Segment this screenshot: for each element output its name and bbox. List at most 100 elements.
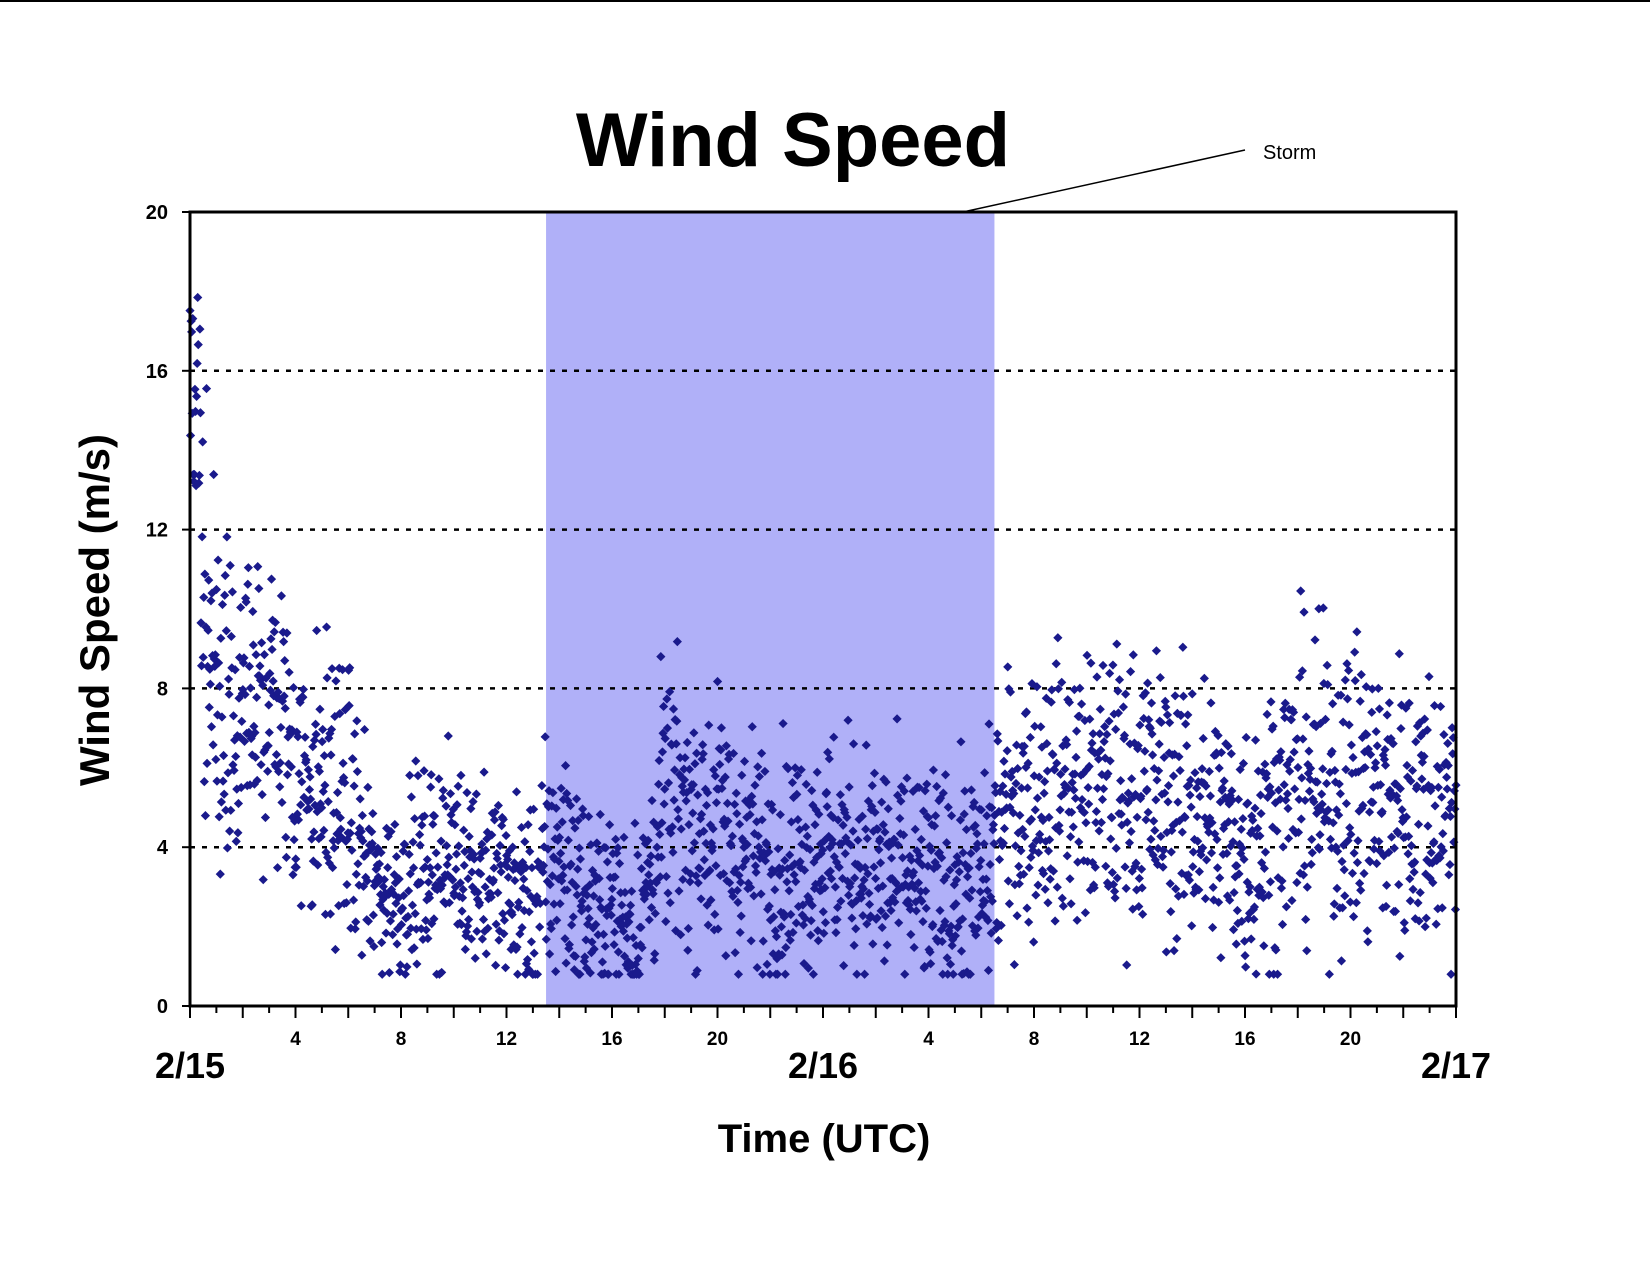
data-point	[700, 870, 710, 881]
data-point	[1009, 788, 1019, 799]
data-point	[279, 691, 289, 701]
data-point	[1304, 786, 1315, 796]
data-point	[950, 860, 960, 870]
data-point	[577, 896, 587, 906]
data-point	[1228, 925, 1239, 935]
data-point	[254, 583, 264, 594]
data-point	[828, 838, 838, 849]
data-point	[501, 830, 511, 841]
data-point	[760, 856, 771, 866]
data-point	[799, 958, 809, 969]
data-point	[453, 781, 463, 791]
data-point	[1329, 899, 1339, 909]
data-point	[1042, 766, 1052, 776]
data-point	[782, 864, 793, 874]
data-point	[851, 924, 861, 934]
data-point	[727, 886, 737, 897]
data-point	[416, 878, 426, 888]
data-point	[1420, 922, 1430, 932]
data-point	[320, 780, 330, 790]
data-point	[1309, 797, 1319, 807]
data-point	[1322, 660, 1332, 670]
data-point	[803, 963, 814, 973]
data-point	[1113, 708, 1124, 718]
data-point	[321, 622, 332, 632]
data-point	[493, 800, 503, 811]
data-point	[782, 877, 792, 887]
data-point	[1396, 723, 1406, 734]
data-point	[1048, 750, 1058, 760]
data-point	[499, 915, 510, 925]
data-point	[665, 898, 675, 908]
data-point	[693, 790, 703, 800]
data-point	[517, 922, 527, 933]
data-point	[713, 924, 723, 934]
data-point	[1113, 686, 1123, 696]
data-point	[747, 722, 757, 732]
data-point	[1399, 918, 1409, 928]
data-point	[677, 772, 687, 783]
data-point	[1338, 717, 1348, 727]
data-point	[311, 729, 321, 739]
data-point	[402, 962, 412, 972]
data-point	[408, 863, 419, 873]
data-point	[593, 930, 603, 940]
data-point	[893, 840, 903, 850]
data-point	[1281, 902, 1291, 912]
data-point	[606, 910, 616, 920]
data-point	[1367, 707, 1377, 717]
data-point	[210, 650, 220, 660]
data-point	[562, 885, 572, 895]
x-tick-label: 8	[396, 1029, 407, 1050]
data-point	[1223, 741, 1233, 751]
data-point	[935, 905, 945, 916]
data-point	[1384, 847, 1394, 857]
data-point	[1265, 877, 1276, 887]
data-point	[1246, 934, 1256, 944]
data-point	[1173, 891, 1184, 901]
data-point	[1328, 818, 1338, 828]
data-point	[1052, 882, 1062, 892]
data-point	[1342, 659, 1352, 669]
data-point	[482, 834, 492, 844]
data-point	[408, 837, 418, 847]
data-point	[585, 968, 595, 978]
data-point	[294, 769, 304, 779]
data-point	[1079, 807, 1089, 818]
data-point	[1133, 740, 1143, 751]
data-point	[295, 697, 305, 707]
data-point	[1035, 829, 1045, 839]
data-point	[1275, 794, 1285, 804]
data-point	[218, 750, 229, 761]
data-point	[1166, 906, 1176, 917]
data-point	[1065, 832, 1076, 842]
data-point	[258, 875, 268, 885]
data-point	[502, 862, 512, 872]
data-point	[363, 782, 373, 792]
data-point	[483, 923, 493, 933]
data-point	[1345, 823, 1355, 833]
data-point	[1023, 758, 1033, 768]
data-point	[317, 737, 327, 747]
data-point	[1372, 858, 1382, 869]
data-point	[1334, 779, 1344, 789]
data-point	[358, 836, 368, 846]
data-point	[206, 596, 216, 606]
data-point	[560, 934, 570, 944]
data-point	[1443, 738, 1453, 748]
data-point	[1155, 672, 1165, 683]
data-point	[1431, 919, 1441, 929]
data-point	[345, 828, 355, 838]
data-point	[699, 826, 709, 836]
data-point	[1366, 749, 1376, 760]
data-point	[480, 882, 490, 892]
data-point	[958, 848, 968, 858]
data-point	[503, 854, 513, 865]
data-point	[373, 872, 383, 882]
data-point	[567, 920, 577, 930]
data-point	[382, 908, 392, 918]
data-point	[500, 963, 511, 973]
data-point	[1251, 969, 1261, 979]
data-point	[987, 803, 997, 813]
data-point	[987, 896, 997, 906]
